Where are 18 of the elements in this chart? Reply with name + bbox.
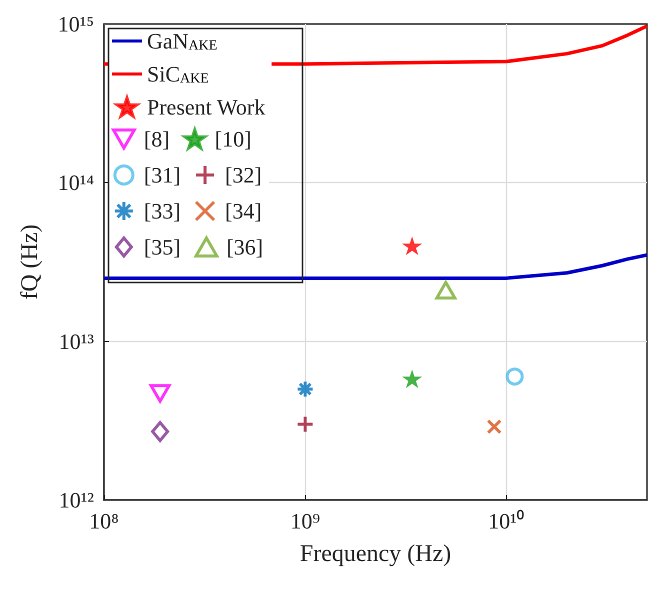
x-axis-title: Frequency (Hz) — [300, 541, 452, 567]
legend-label: [8] — [144, 126, 170, 152]
legend-label: [34] — [225, 198, 262, 224]
legend-label: SiCAKE — [147, 62, 209, 86]
legend-label: [35] — [144, 234, 181, 260]
legend-label: [32] — [225, 162, 262, 188]
x-tick-label: 10¹⁰ — [488, 508, 525, 534]
legend-label: [36] — [226, 234, 264, 260]
legend-label: [31] — [144, 162, 181, 188]
legend-label: GaNAKE — [147, 28, 218, 54]
x-tick-label: 10⁹ — [290, 508, 320, 534]
y-tick-label: 10¹⁴ — [58, 170, 94, 196]
y-tick-label: 10¹⁵ — [58, 12, 94, 36]
legend-label: [33] — [144, 198, 181, 224]
legend-label: Present Work — [147, 94, 266, 120]
legend-label: [10] — [214, 126, 252, 152]
y-axis-title: fQ (Hz) — [17, 224, 43, 300]
y-tick-label: 10¹³ — [58, 328, 94, 354]
